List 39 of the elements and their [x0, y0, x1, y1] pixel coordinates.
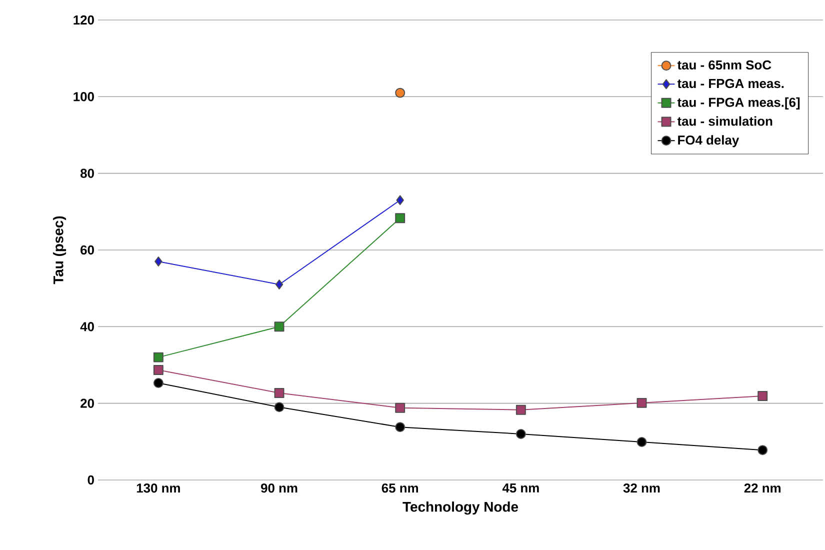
x-tick-label: 32 nm	[623, 484, 660, 493]
point	[275, 280, 284, 290]
legend-label: tau - 65nm SoC	[677, 60, 772, 70]
point	[153, 378, 164, 388]
y-tick-label: 100	[74, 92, 94, 102]
x-tick-label: 130 nm	[136, 484, 180, 493]
legend-label: tau - FPGA meas.	[677, 78, 784, 88]
point	[395, 88, 406, 98]
point	[153, 352, 164, 362]
point	[153, 364, 164, 375]
x-axis-title: Technology Node	[402, 502, 518, 515]
x-tick-label: 65 nm	[382, 484, 418, 493]
point	[274, 388, 284, 398]
point	[516, 429, 526, 439]
legend-label: FO4 delay	[678, 135, 740, 148]
x-tick-label: 90 nm	[260, 484, 298, 493]
point	[395, 402, 406, 413]
point	[395, 422, 406, 432]
y-tick-label: 40	[80, 322, 94, 332]
point	[636, 437, 647, 448]
y-axis-title: Tau (psec)	[53, 216, 66, 284]
y-tick-label: 0	[88, 475, 94, 485]
point	[396, 195, 404, 206]
y-tick-label: 120	[74, 15, 94, 25]
legend-label: tau - FPGA meas.[6]	[677, 97, 800, 110]
point	[758, 391, 768, 402]
point	[274, 322, 284, 332]
y-tick-label: 80	[80, 168, 94, 178]
y-tick-label: 20	[80, 398, 94, 408]
x-tick-label: 22 nm	[744, 484, 780, 493]
point	[758, 445, 768, 456]
y-tick-label: 60	[80, 245, 94, 255]
point	[154, 256, 162, 266]
x-tick-label: 45 nm	[502, 484, 539, 493]
point	[636, 398, 647, 408]
point	[395, 213, 406, 224]
point	[516, 404, 526, 415]
point	[274, 402, 284, 412]
legend-label: tau - simulation	[677, 116, 772, 126]
